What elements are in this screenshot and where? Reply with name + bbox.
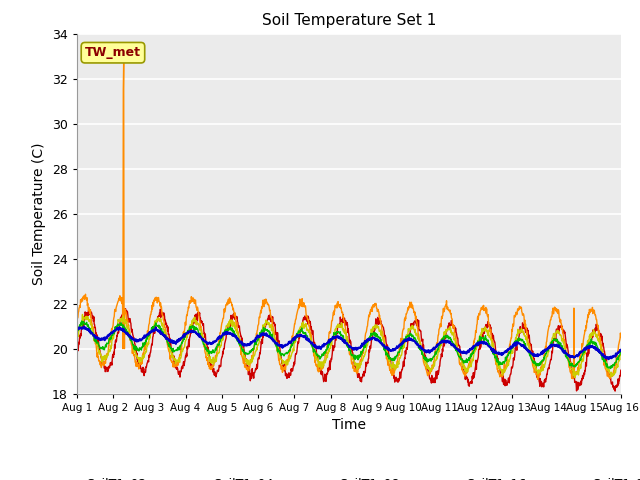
SoilT1_04: [195, 309, 202, 315]
SoilT1_08: [553, 329, 561, 335]
SoilT1_02: [505, 375, 513, 381]
SoilT1_04: [553, 309, 561, 315]
SoilT1_02: [181, 358, 189, 364]
SoilT1_08: [617, 352, 625, 358]
SoilT1_08: [255, 340, 263, 346]
SoilT1_02: [73, 351, 81, 357]
SoilT1_32: [605, 356, 612, 362]
SoilT1_32: [181, 332, 189, 338]
Legend: SoilT1_02, SoilT1_04, SoilT1_08, SoilT1_16, SoilT1_32: SoilT1_02, SoilT1_04, SoilT1_08, SoilT1_…: [40, 472, 640, 480]
SoilT1_02: [611, 388, 619, 394]
SoilT1_16: [553, 336, 561, 342]
SoilT1_04: [434, 342, 442, 348]
X-axis label: Time: Time: [332, 418, 366, 432]
SoilT1_16: [607, 366, 614, 372]
SoilT1_08: [79, 312, 86, 317]
SoilT1_02: [617, 367, 625, 373]
SoilT1_02: [122, 306, 129, 312]
SoilT1_02: [434, 372, 442, 378]
SoilT1_16: [73, 328, 81, 334]
SoilT1_08: [572, 375, 579, 381]
SoilT1_08: [505, 362, 513, 368]
SoilT1_16: [505, 352, 513, 358]
SoilT1_16: [617, 349, 625, 355]
SoilT1_08: [73, 338, 81, 344]
SoilT1_02: [255, 356, 263, 362]
SoilT1_32: [81, 324, 88, 330]
SoilT1_32: [505, 347, 513, 352]
SoilT1_08: [195, 321, 202, 327]
SoilT1_04: [73, 318, 81, 324]
Title: Soil Temperature Set 1: Soil Temperature Set 1: [262, 13, 436, 28]
SoilT1_16: [78, 318, 86, 324]
SoilT1_32: [255, 335, 263, 340]
SoilT1_04: [617, 334, 625, 340]
SoilT1_32: [195, 332, 202, 337]
SoilT1_32: [553, 342, 561, 348]
SoilT1_16: [255, 335, 263, 340]
SoilT1_32: [73, 327, 81, 333]
Line: SoilT1_08: SoilT1_08: [77, 314, 621, 378]
SoilT1_08: [434, 354, 442, 360]
Line: SoilT1_02: SoilT1_02: [77, 309, 621, 391]
SoilT1_04: [534, 376, 541, 382]
SoilT1_04: [255, 315, 263, 321]
SoilT1_16: [434, 347, 442, 352]
SoilT1_04: [505, 348, 513, 353]
SoilT1_02: [553, 326, 561, 332]
SoilT1_16: [195, 328, 202, 334]
Text: TW_met: TW_met: [85, 46, 141, 59]
SoilT1_32: [617, 347, 625, 353]
SoilT1_04: [181, 324, 189, 330]
SoilT1_04: [120, 60, 127, 66]
Line: SoilT1_04: SoilT1_04: [77, 63, 621, 379]
SoilT1_08: [181, 341, 189, 347]
Line: SoilT1_16: SoilT1_16: [77, 321, 621, 369]
SoilT1_16: [181, 335, 189, 340]
SoilT1_32: [434, 343, 442, 348]
Line: SoilT1_32: SoilT1_32: [77, 327, 621, 359]
SoilT1_02: [195, 312, 202, 317]
Y-axis label: Soil Temperature (C): Soil Temperature (C): [33, 143, 46, 285]
